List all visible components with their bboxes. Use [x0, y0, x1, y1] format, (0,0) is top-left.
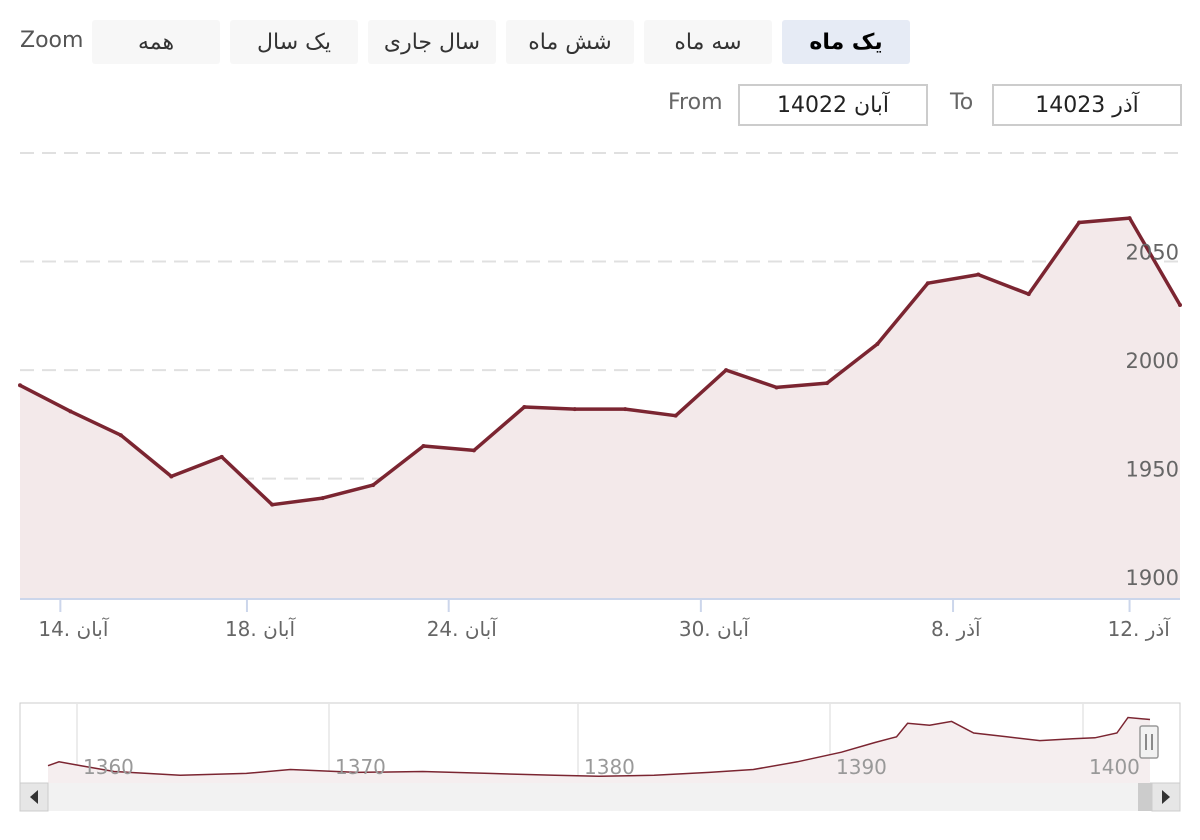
plot-area: [18, 216, 1182, 598]
navigator-x-labels: 1360 1370 1380 1390 1400: [83, 755, 1140, 779]
data-point: [118, 433, 123, 438]
x-axis: 14. آبان 18. آبان 24. آبان 30. آبان 8. آذر 12…: [20, 598, 1180, 641]
x-tick-label: 8. آذر: [931, 616, 982, 641]
y-tick-label: 1950: [1126, 458, 1179, 482]
scrollbar[interactable]: [19, 782, 1181, 812]
data-point: [1127, 216, 1132, 221]
navigator-area: [48, 717, 1150, 783]
y-tick-label: 2000: [1126, 349, 1179, 373]
navigator-x-label: 1370: [335, 755, 386, 779]
navigator: 1360 1370 1380 1390 1400: [19, 702, 1181, 784]
data-point: [1178, 302, 1182, 307]
from-label: From: [668, 90, 723, 115]
data-point: [724, 368, 729, 373]
data-point: [976, 272, 981, 277]
y-tick-label: 2050: [1126, 241, 1179, 265]
x-tick-label: 18. آبان: [225, 616, 297, 641]
data-point: [1077, 220, 1082, 225]
scroll-right-button[interactable]: [1151, 782, 1181, 812]
y-tick-label: 1900: [1126, 566, 1179, 590]
data-point: [421, 444, 426, 449]
zoom-label: Zoom: [20, 28, 84, 53]
navigator-x-label: 1380: [584, 755, 635, 779]
data-point: [774, 385, 779, 390]
zoom-1y-button[interactable]: یک سال: [230, 20, 358, 64]
arrow-right-icon: [1162, 790, 1170, 804]
navigator-x-label: 1390: [836, 755, 887, 779]
navigator-x-label: 1360: [83, 755, 134, 779]
scrollbar-thumb[interactable]: [1138, 783, 1152, 811]
data-point: [673, 413, 678, 418]
navigator-line: [47, 716, 1151, 778]
data-point: [623, 407, 628, 412]
data-point: [169, 474, 174, 479]
series-line: [19, 216, 1182, 507]
series-area: [20, 218, 1180, 598]
from-date-input[interactable]: 14022 آبان: [738, 84, 928, 126]
data-point: [572, 407, 577, 412]
data-point: [522, 404, 527, 409]
zoom-ytd-button[interactable]: سال جاری: [368, 20, 496, 64]
data-point: [18, 383, 22, 388]
scrollbar-track[interactable]: [20, 783, 1180, 811]
data-point: [219, 454, 224, 459]
navigator-handle[interactable]: [1139, 725, 1159, 759]
x-tick-label: 30. آبان: [679, 616, 751, 641]
x-tick-label: 12. آذر: [1108, 616, 1172, 641]
zoom-3m-button[interactable]: سه ماه: [644, 20, 772, 64]
navigator-x-label: 1400: [1089, 755, 1140, 779]
data-point: [875, 342, 880, 347]
data-point: [471, 448, 476, 453]
data-point: [925, 281, 930, 286]
data-point: [1026, 292, 1031, 297]
x-tick-label: 14. آبان: [38, 616, 110, 641]
data-point: [371, 483, 376, 488]
data-point: [824, 381, 829, 386]
data-point: [320, 496, 325, 501]
to-date-input[interactable]: 14023 آذر: [992, 84, 1182, 126]
zoom-6m-button[interactable]: شش ماه: [506, 20, 634, 64]
x-tick-label: 24. آبان: [427, 616, 499, 641]
zoom-1m-button[interactable]: یک ماه: [782, 20, 910, 64]
arrow-left-icon: [30, 790, 38, 804]
data-point: [68, 409, 73, 414]
to-label: To: [950, 90, 974, 115]
zoom-all-button[interactable]: همه: [92, 20, 220, 64]
data-point: [270, 502, 275, 507]
y-axis: 1900 1950 2000 2050: [1126, 241, 1179, 591]
